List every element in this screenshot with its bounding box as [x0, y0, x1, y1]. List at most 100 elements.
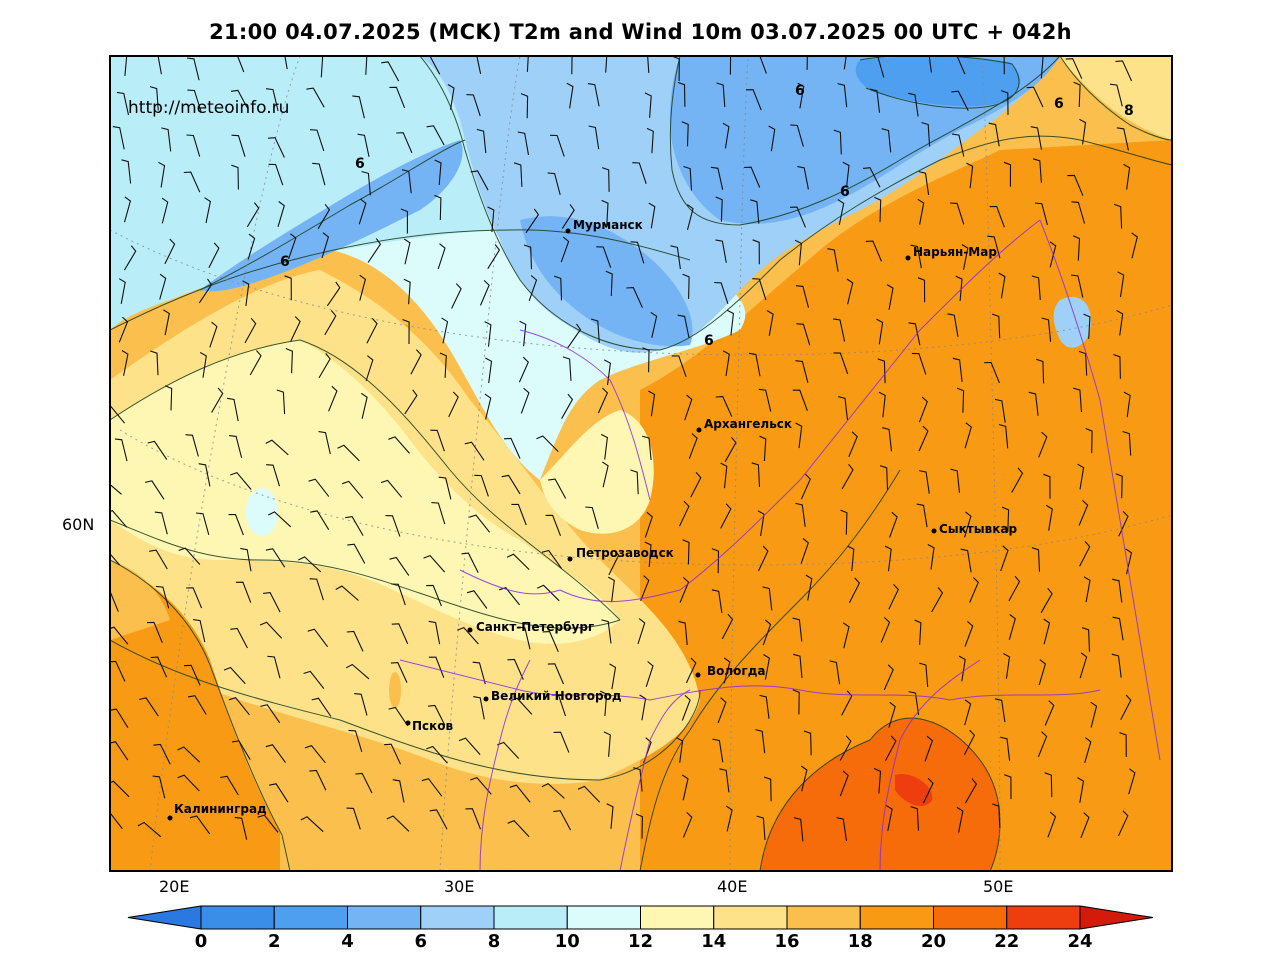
wind-barb: [118, 278, 126, 305]
wind-barb: [994, 698, 1006, 723]
wind-barb: [956, 387, 965, 413]
wind-barb: [328, 385, 338, 412]
wind-barb: [403, 238, 411, 265]
wind-barb: [426, 125, 445, 146]
wind-barb: [429, 809, 448, 830]
wind-barb: [542, 631, 559, 653]
svg-text:Санкт-Петербург: Санкт-Петербург: [476, 620, 594, 634]
wind-barb: [158, 161, 166, 188]
wind-barb: [597, 387, 609, 414]
wind-barb: [1030, 126, 1043, 150]
wind-barb: [924, 735, 934, 762]
wind-barb: [833, 129, 842, 155]
colorbar-tick-label: 10: [554, 931, 580, 952]
wind-barb: [186, 134, 201, 157]
wind-barb: [839, 735, 852, 761]
wind-barb: [1115, 473, 1123, 499]
wind-barb: [1123, 163, 1131, 190]
wind-barb: [466, 94, 481, 117]
wind-barb: [833, 352, 849, 375]
wind-barb: [1065, 58, 1083, 79]
wind-barb: [345, 663, 370, 680]
wind-barb: [752, 239, 760, 265]
map-title: 21:00 04.07.2025 (MCK) T2m and Wind 10m …: [209, 20, 1072, 44]
wind-barb: [792, 617, 803, 642]
wind-barb: [403, 278, 411, 305]
wind-barb: [601, 167, 610, 192]
wind-barb: [710, 166, 724, 190]
wind-barb: [759, 56, 767, 74]
city-veliky-novgorod: Великий Новгород: [483, 689, 622, 703]
wind-barb: [438, 476, 452, 500]
wind-barb: [112, 126, 125, 150]
admin-borders: [399, 219, 1161, 871]
wind-barb: [163, 309, 170, 336]
wind-barb: [121, 350, 129, 376]
wind-barb: [388, 436, 410, 454]
city-pskov: Псков: [405, 719, 454, 733]
wind-barb: [276, 389, 286, 415]
wind-barb: [547, 172, 561, 196]
colorbar-swatch: [933, 905, 1008, 930]
svg-text:Великий Новгород: Великий Новгород: [491, 689, 622, 703]
wind-barb: [352, 95, 365, 119]
wind-barb: [154, 511, 168, 535]
wind-barb: [908, 92, 919, 117]
wind-barb: [234, 816, 248, 840]
wind-barb: [447, 84, 455, 110]
svg-text:Архангельск: Архангельск: [704, 417, 792, 431]
wind-barb: [1131, 232, 1138, 259]
wind-barb: [956, 56, 966, 75]
lon-label-30e: 30E: [444, 877, 475, 896]
wind-barb: [230, 471, 252, 490]
wind-barb: [434, 159, 442, 185]
lon-label-20e: 20E: [159, 877, 190, 896]
wind-barb: [427, 704, 446, 726]
wind-barb: [1040, 587, 1053, 614]
wind-barb: [956, 806, 964, 833]
wind-barb: [335, 585, 359, 601]
wind-barb: [550, 134, 565, 157]
wind-barb: [1077, 777, 1085, 803]
wind-barb: [947, 313, 959, 337]
city-markers: Мурманск Нарьян-Мар Архангельск Сыктывка…: [167, 218, 1017, 821]
graticule: [110, 56, 1172, 871]
wind-barb: [744, 166, 761, 188]
wind-barb: [748, 352, 761, 377]
wind-barb: [466, 590, 488, 609]
wind-barb: [519, 320, 527, 347]
wind-barb: [626, 287, 643, 308]
wind-barb: [1008, 614, 1016, 640]
wind-barb: [969, 577, 979, 603]
wind-barb: [837, 199, 845, 226]
wind-barb: [1028, 391, 1039, 416]
wind-barb: [1043, 473, 1051, 499]
wind-barb: [307, 628, 329, 648]
wind-barb: [354, 693, 368, 716]
wind-barb: [992, 803, 1001, 829]
wind-barb: [309, 769, 327, 791]
wind-barb: [766, 310, 774, 336]
wind-barb: [961, 244, 969, 270]
wind-barb: [632, 162, 647, 184]
wind-barb: [123, 196, 132, 223]
wind-barb: [686, 204, 694, 231]
svg-text:Псков: Псков: [412, 719, 454, 733]
wind-barb: [966, 162, 974, 189]
wind-barb: [889, 511, 898, 538]
wind-barb: [1120, 694, 1132, 721]
wind-barb: [588, 125, 600, 150]
colorbar-tick-label: 8: [487, 931, 501, 952]
wind-barb: [1073, 81, 1081, 108]
city-naryan-mar: Нарьян-Мар: [905, 245, 997, 261]
wind-barb: [952, 357, 963, 382]
wind-barb: [922, 777, 934, 804]
wind-barb: [1041, 317, 1052, 342]
wind-barb: [793, 653, 803, 679]
wind-barb: [1122, 430, 1132, 456]
wind-barb: [152, 775, 166, 799]
wind-barb: [648, 390, 656, 417]
wind-barb: [300, 816, 324, 833]
wind-barb: [758, 388, 772, 412]
